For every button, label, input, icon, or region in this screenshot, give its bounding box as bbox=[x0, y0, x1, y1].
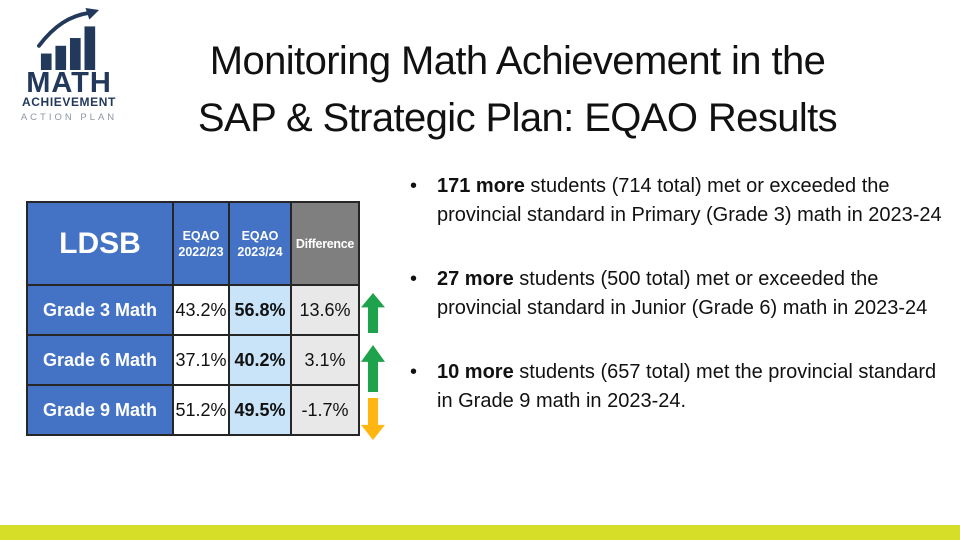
column-header-line: 2022/23 bbox=[178, 244, 224, 259]
value-2023-24: 49.5% bbox=[228, 384, 292, 436]
bullet-body-text: students (714 total) met or exceeded the… bbox=[437, 175, 942, 226]
value-2022-23: 37.1% bbox=[172, 334, 230, 386]
column-header-line: EQAO bbox=[241, 228, 279, 243]
slide-title: Monitoring Math Achievement in the SAP &… bbox=[75, 33, 960, 147]
bar-chart-growth-icon bbox=[37, 8, 100, 70]
column-header-eqao-2022-23: EQAO 2022/23 bbox=[172, 201, 230, 286]
column-header-line: 2023/24 bbox=[237, 244, 283, 259]
logo-subtitle: ACHIEVEMENT bbox=[22, 95, 116, 109]
eqao-results-table: LDSB EQAO 2022/23 EQAO 2023/24 Differenc… bbox=[26, 201, 360, 436]
value-2023-24: 56.8% bbox=[228, 284, 292, 336]
value-2023-24: 40.2% bbox=[228, 334, 292, 386]
table-corner-cell: LDSB bbox=[26, 201, 174, 286]
logo-tagline: ACTION PLAN bbox=[20, 112, 118, 123]
column-header-line: EQAO bbox=[182, 228, 220, 243]
table-row-grade-3: Grade 3 Math 43.2% 56.8% 13.6% bbox=[26, 284, 360, 336]
row-label: Grade 9 Math bbox=[26, 384, 174, 436]
key-findings-list: 171 more students (714 total) met or exc… bbox=[400, 172, 948, 451]
column-header-eqao-2023-24: EQAO 2023/24 bbox=[228, 201, 292, 286]
math-achievement-logo: MATH ACHIEVEMENT ACTION PLAN bbox=[12, 6, 126, 124]
bottom-accent-bar bbox=[0, 525, 960, 540]
bullet-body-text: students (657 total) met the provincial … bbox=[437, 361, 937, 412]
column-header-difference: Difference bbox=[290, 201, 360, 286]
value-2022-23: 51.2% bbox=[172, 384, 230, 436]
table-row-grade-9: Grade 9 Math 51.2% 49.5% -1.7% bbox=[26, 384, 360, 436]
trend-up-arrow-grade-6-icon bbox=[361, 345, 385, 392]
table-header-row: LDSB EQAO 2022/23 EQAO 2023/24 Differenc… bbox=[26, 201, 360, 286]
value-difference: 13.6% bbox=[290, 284, 360, 336]
logo-title: MATH bbox=[26, 67, 112, 99]
value-difference: -1.7% bbox=[290, 384, 360, 436]
row-label: Grade 6 Math bbox=[26, 334, 174, 386]
bullet-body-text: students (500 total) met or exceeded the… bbox=[437, 268, 928, 319]
value-2022-23: 43.2% bbox=[172, 284, 230, 336]
list-item: 171 more students (714 total) met or exc… bbox=[400, 172, 948, 229]
trend-up-arrow-grade-3-icon bbox=[361, 293, 385, 333]
slide-title-line2: SAP & Strategic Plan: EQAO Results bbox=[197, 96, 838, 140]
slide-title-line1: Monitoring Math Achievement in the bbox=[209, 39, 826, 83]
bullet-lead-text: 171 more bbox=[437, 175, 525, 197]
trend-down-arrow-grade-9-icon bbox=[361, 398, 385, 440]
bullet-lead-text: 10 more bbox=[437, 361, 514, 383]
bullet-lead-text: 27 more bbox=[437, 268, 514, 290]
value-difference: 3.1% bbox=[290, 334, 360, 386]
table-row-grade-6: Grade 6 Math 37.1% 40.2% 3.1% bbox=[26, 334, 360, 386]
row-label: Grade 3 Math bbox=[26, 284, 174, 336]
list-item: 10 more students (657 total) met the pro… bbox=[400, 358, 948, 415]
list-item: 27 more students (500 total) met or exce… bbox=[400, 265, 948, 322]
